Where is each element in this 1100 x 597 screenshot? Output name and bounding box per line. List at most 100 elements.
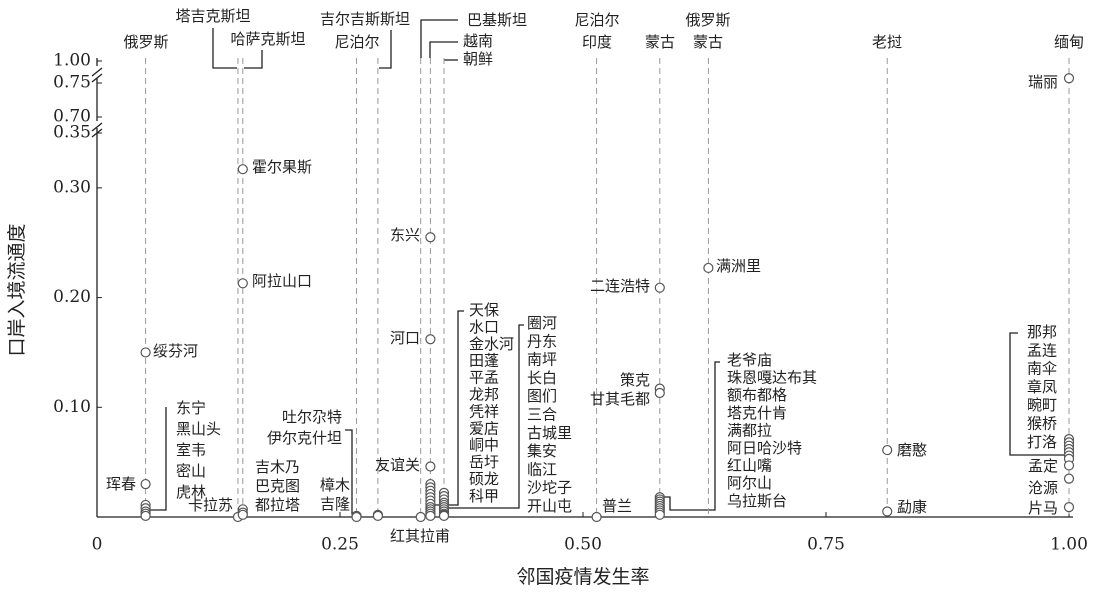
country-label: 吉尔吉斯斯坦: [320, 10, 410, 28]
point-label: 三合: [527, 406, 557, 424]
point-label: 南坪: [527, 351, 557, 369]
point-label: 吉隆: [320, 495, 350, 513]
point-label: 绥芬河: [153, 342, 198, 360]
point-label: 河口: [390, 329, 420, 347]
point: [237, 278, 248, 289]
point-label: 沙坨子: [527, 479, 572, 497]
point-label: 普兰: [602, 497, 632, 515]
brackets: [150, 19, 1066, 515]
x-tick-label: 0: [92, 535, 103, 555]
y-tick-label: 0.30: [53, 177, 91, 197]
country-label: 老挝: [872, 33, 902, 51]
country-label: 俄罗斯: [123, 33, 168, 51]
point: [1063, 473, 1075, 484]
point: [654, 282, 665, 293]
point-label: 金水河: [469, 335, 514, 353]
country-label: 哈萨克斯坦: [230, 30, 305, 48]
point-label: 东兴: [390, 226, 420, 244]
point: [237, 509, 248, 520]
country-label: 朝鲜: [463, 50, 493, 68]
point-label: 长白: [527, 369, 557, 387]
point-label: 沧源: [1028, 479, 1058, 497]
point: [140, 478, 151, 490]
point-label: 密山: [176, 462, 206, 480]
x-tick-label: 0.75: [807, 535, 845, 555]
point: [140, 510, 151, 522]
x-axis-title: 邻国疫情发生率: [516, 566, 649, 588]
point-label: 二连浩特: [590, 277, 650, 295]
point-label: 额布都格: [727, 386, 787, 404]
country-label: 尼泊尔: [574, 11, 619, 29]
point-label: 塔克什肯: [727, 404, 787, 422]
point-label: 圈河: [527, 314, 557, 332]
point-label: 猴桥: [1027, 415, 1057, 433]
point: [425, 232, 436, 243]
point-label: 樟木: [320, 476, 350, 494]
point-label: 天保: [469, 301, 499, 319]
point-label: 乌拉斯台: [727, 492, 787, 510]
point-label: 珠恩嘎达布其: [727, 369, 817, 387]
point-label: 满洲里: [716, 257, 761, 275]
point-label: 磨憨: [897, 441, 927, 459]
point: [438, 510, 450, 522]
country-label: 缅甸: [1054, 33, 1084, 51]
country-label: 越南: [463, 32, 493, 50]
point-label: 打洛: [1027, 433, 1057, 451]
point-label: 岳圩: [469, 453, 499, 471]
point-label: 瑞丽: [1028, 73, 1058, 91]
point-label: 那邦: [1027, 323, 1057, 341]
y-tick-label: 0.20: [53, 287, 91, 307]
point: [654, 509, 665, 520]
country-label: 俄罗斯: [685, 11, 730, 29]
point-label: 古城里: [527, 424, 572, 442]
point-label: 科甲: [469, 487, 499, 505]
point-label: 吉木乃: [255, 458, 300, 476]
point: [425, 461, 436, 472]
point-label: 老爷庙: [727, 351, 772, 369]
point-label: 阿日哈沙特: [727, 439, 802, 457]
country-label: 塔吉克斯坦: [175, 7, 250, 25]
country-label: 印度: [582, 33, 612, 51]
point-label: 图们: [527, 387, 557, 405]
point-label: 红山嘴: [727, 457, 772, 475]
point-label: 集安: [527, 442, 557, 460]
point: [591, 511, 602, 523]
country-label: 尼泊尔: [334, 33, 379, 51]
point-label: 田蓬: [469, 352, 499, 370]
point-label: 甘其毛都: [590, 390, 650, 408]
point: [140, 347, 151, 358]
point-label: 室韦: [176, 441, 206, 459]
point-label: 珲春: [106, 475, 136, 493]
country-label: 蒙古: [645, 33, 675, 51]
point-label: 爱店: [469, 419, 499, 437]
point: [1063, 460, 1075, 471]
point-label: 峒中: [469, 436, 499, 454]
point: [425, 334, 436, 345]
point-label: 平孟: [469, 369, 499, 387]
point-label: 策克: [620, 371, 650, 389]
y-tick-label: 1.00: [53, 51, 91, 71]
point: [703, 262, 714, 274]
point-label: 卡拉苏: [188, 496, 233, 514]
point-label: 勐康: [897, 498, 927, 516]
point-label: 阿尔山: [727, 474, 772, 492]
point: [237, 164, 248, 175]
y-tick-label: 0.35: [53, 123, 91, 143]
point-label: 满都拉: [727, 421, 772, 439]
point-label: 阿拉山口: [252, 272, 312, 290]
point-label: 吐尔尕特: [282, 408, 342, 426]
point-label: 红其拉甫: [390, 527, 450, 545]
point: [1063, 73, 1075, 84]
point-label: 孟定: [1028, 457, 1058, 475]
point-label: 霍尔果斯: [252, 158, 312, 176]
point-label: 畹町: [1027, 396, 1057, 414]
point-label: 临江: [527, 460, 557, 478]
point: [415, 511, 426, 523]
y-tick-label: 0.75: [53, 73, 91, 93]
country-label: 巴基斯坦: [467, 11, 527, 29]
point-label: 丹东: [527, 332, 557, 350]
point: [882, 444, 893, 456]
x-tick-label: 0.50: [564, 535, 602, 555]
point: [882, 506, 893, 517]
